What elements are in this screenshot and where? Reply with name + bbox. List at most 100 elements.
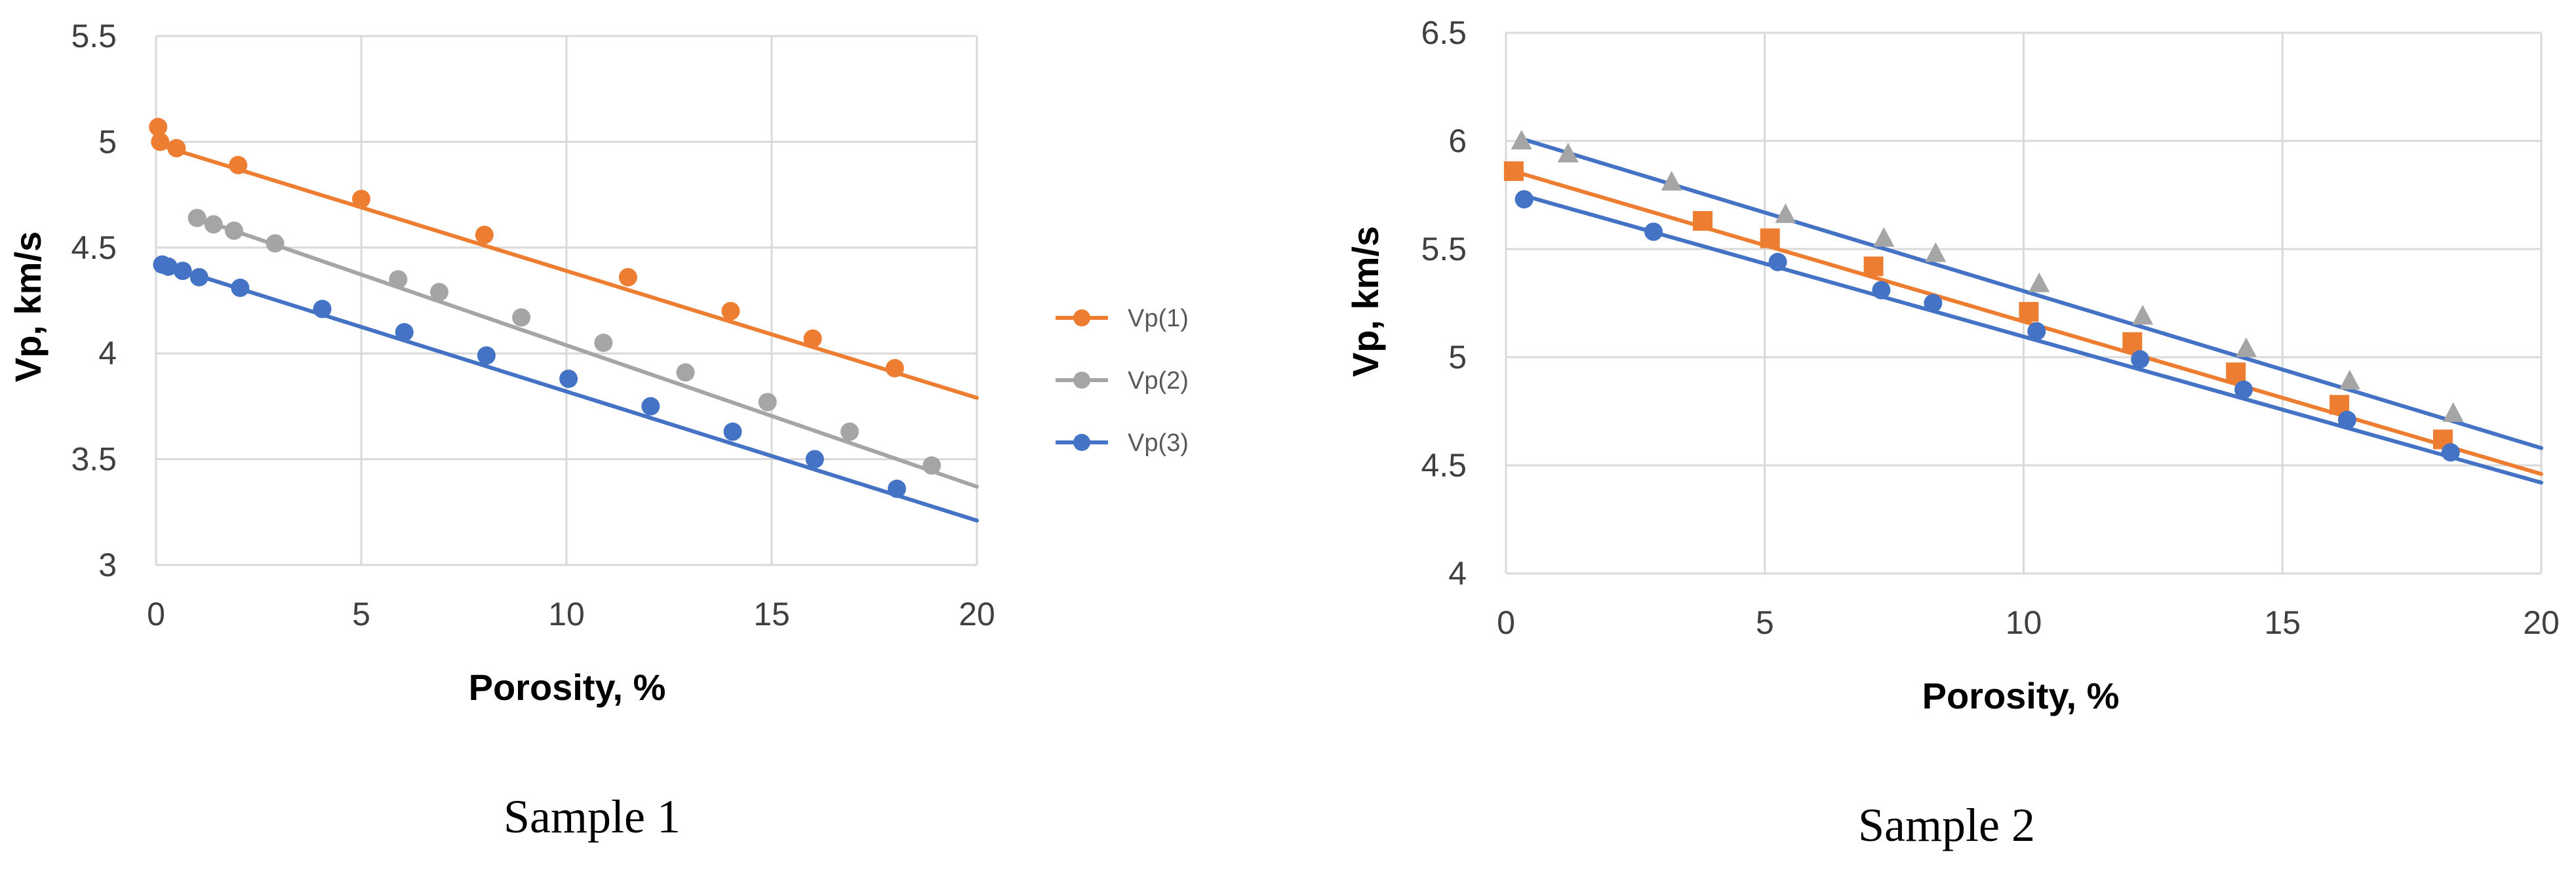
x-tick-label: 15 [2264, 604, 2301, 641]
y-tick-label: 6 [1448, 123, 1467, 159]
x-tick-label: 20 [959, 596, 995, 632]
chart-sample-2: 0 5 10 15 20 4 4.5 5 5.5 6 6.5 Porosity, % Vp, km/… [1345, 14, 2560, 851]
data-point [1925, 242, 1947, 262]
data-point [159, 257, 178, 276]
legend-label: Vp(1) [1128, 305, 1189, 332]
data-point [1863, 256, 1884, 277]
data-point [167, 139, 186, 158]
chart-1-ticks: 0 5 10 15 20 3 3.5 4 4.5 5 5.5 [71, 18, 995, 632]
data-point [1873, 227, 1895, 247]
data-point [352, 189, 370, 208]
data-point [803, 329, 822, 348]
data-point [1768, 252, 1787, 271]
chart-sample-1: 0 5 10 15 20 3 3.5 4 4.5 5 5.5 Porosity, % Vp, km/… [7, 18, 1189, 843]
y-tick-label: 5 [1448, 339, 1467, 376]
data-point [2132, 305, 2154, 325]
chart-2-gridlines [1505, 31, 2543, 575]
data-point [2027, 322, 2046, 341]
data-point [1760, 228, 1780, 248]
chart-1-legend: Vp(1) Vp(2) Vp(3) [1056, 305, 1189, 457]
data-point [2122, 332, 2143, 352]
chart-1-series [149, 117, 979, 523]
data-point [204, 215, 223, 234]
data-point [1872, 281, 1891, 300]
data-point [475, 225, 494, 244]
trend-line [154, 142, 979, 400]
data-point [173, 262, 192, 281]
data-point [1775, 203, 1796, 223]
data-point [618, 267, 637, 286]
data-point [2235, 337, 2257, 357]
data-point [2442, 402, 2464, 422]
legend-label: Vp(3) [1128, 429, 1189, 457]
data-point [922, 456, 941, 475]
data-point [151, 132, 170, 151]
data-point [224, 221, 243, 240]
data-point [189, 267, 208, 286]
y-tick-label: 5.5 [71, 18, 117, 54]
data-point [1661, 170, 1682, 191]
chart-2-caption: Sample 2 [1858, 799, 2035, 851]
y-tick-label: 4.5 [1421, 447, 1467, 484]
y-tick-label: 3 [98, 547, 117, 583]
chart-1-caption: Sample 1 [504, 790, 681, 843]
data-point [723, 422, 742, 441]
data-point [2019, 301, 2039, 322]
x-tick-label: 5 [1756, 604, 1774, 641]
chart-1-y-axis-title: Vp, km/s [7, 231, 49, 382]
data-point [2029, 272, 2050, 292]
x-tick-label: 20 [2523, 604, 2560, 641]
data-point [2441, 443, 2460, 462]
data-point [1693, 211, 1713, 231]
y-tick-label: 5.5 [1421, 231, 1467, 267]
data-point [1511, 130, 1532, 149]
data-point [2226, 362, 2246, 383]
chart-2-ticks: 0 5 10 15 20 4 4.5 5 5.5 6 6.5 [1421, 14, 2559, 641]
y-tick-label: 5 [98, 123, 117, 160]
chart-2-x-axis-title: Porosity, % [1922, 675, 2120, 716]
data-point [188, 208, 207, 227]
x-tick-label: 5 [352, 596, 370, 632]
x-tick-label: 10 [2006, 604, 2042, 641]
x-tick-label: 0 [147, 596, 165, 632]
data-point [2339, 370, 2360, 390]
data-point [676, 363, 695, 382]
y-tick-label: 4 [1448, 555, 1467, 592]
data-point [2337, 410, 2356, 429]
data-point [721, 301, 740, 320]
data-point [885, 359, 904, 378]
data-point [887, 479, 906, 498]
data-point [2131, 350, 2150, 369]
data-point [149, 117, 168, 136]
chart-1-x-axis-title: Porosity, % [469, 667, 666, 708]
trend-line [154, 260, 979, 523]
y-tick-label: 3.5 [71, 441, 117, 478]
legend-label: Vp(2) [1128, 367, 1189, 395]
y-tick-label: 4.5 [71, 229, 117, 266]
data-point [1557, 142, 1579, 163]
legend-swatch-marker [1073, 372, 1090, 389]
chart-1-gridlines [155, 35, 978, 566]
data-point [429, 282, 448, 301]
chart-2-series [1503, 130, 2543, 485]
y-tick-label: 6.5 [1421, 14, 1467, 51]
chart-2-y-axis-title: Vp, km/s [1345, 226, 1386, 377]
y-tick-label: 4 [98, 335, 117, 372]
data-point [512, 308, 531, 327]
data-point [1644, 222, 1663, 241]
trend-line [1519, 136, 2543, 450]
data-point [313, 300, 332, 319]
data-point [477, 346, 496, 365]
data-point [1503, 161, 1524, 182]
data-point [559, 369, 578, 388]
data-point [266, 234, 285, 253]
data-point [1515, 190, 1534, 209]
x-tick-label: 10 [548, 596, 585, 632]
data-point [389, 270, 408, 289]
data-point [840, 422, 859, 441]
data-point [2234, 380, 2253, 399]
data-point [641, 397, 660, 416]
data-point [231, 279, 250, 298]
data-point [229, 155, 248, 174]
